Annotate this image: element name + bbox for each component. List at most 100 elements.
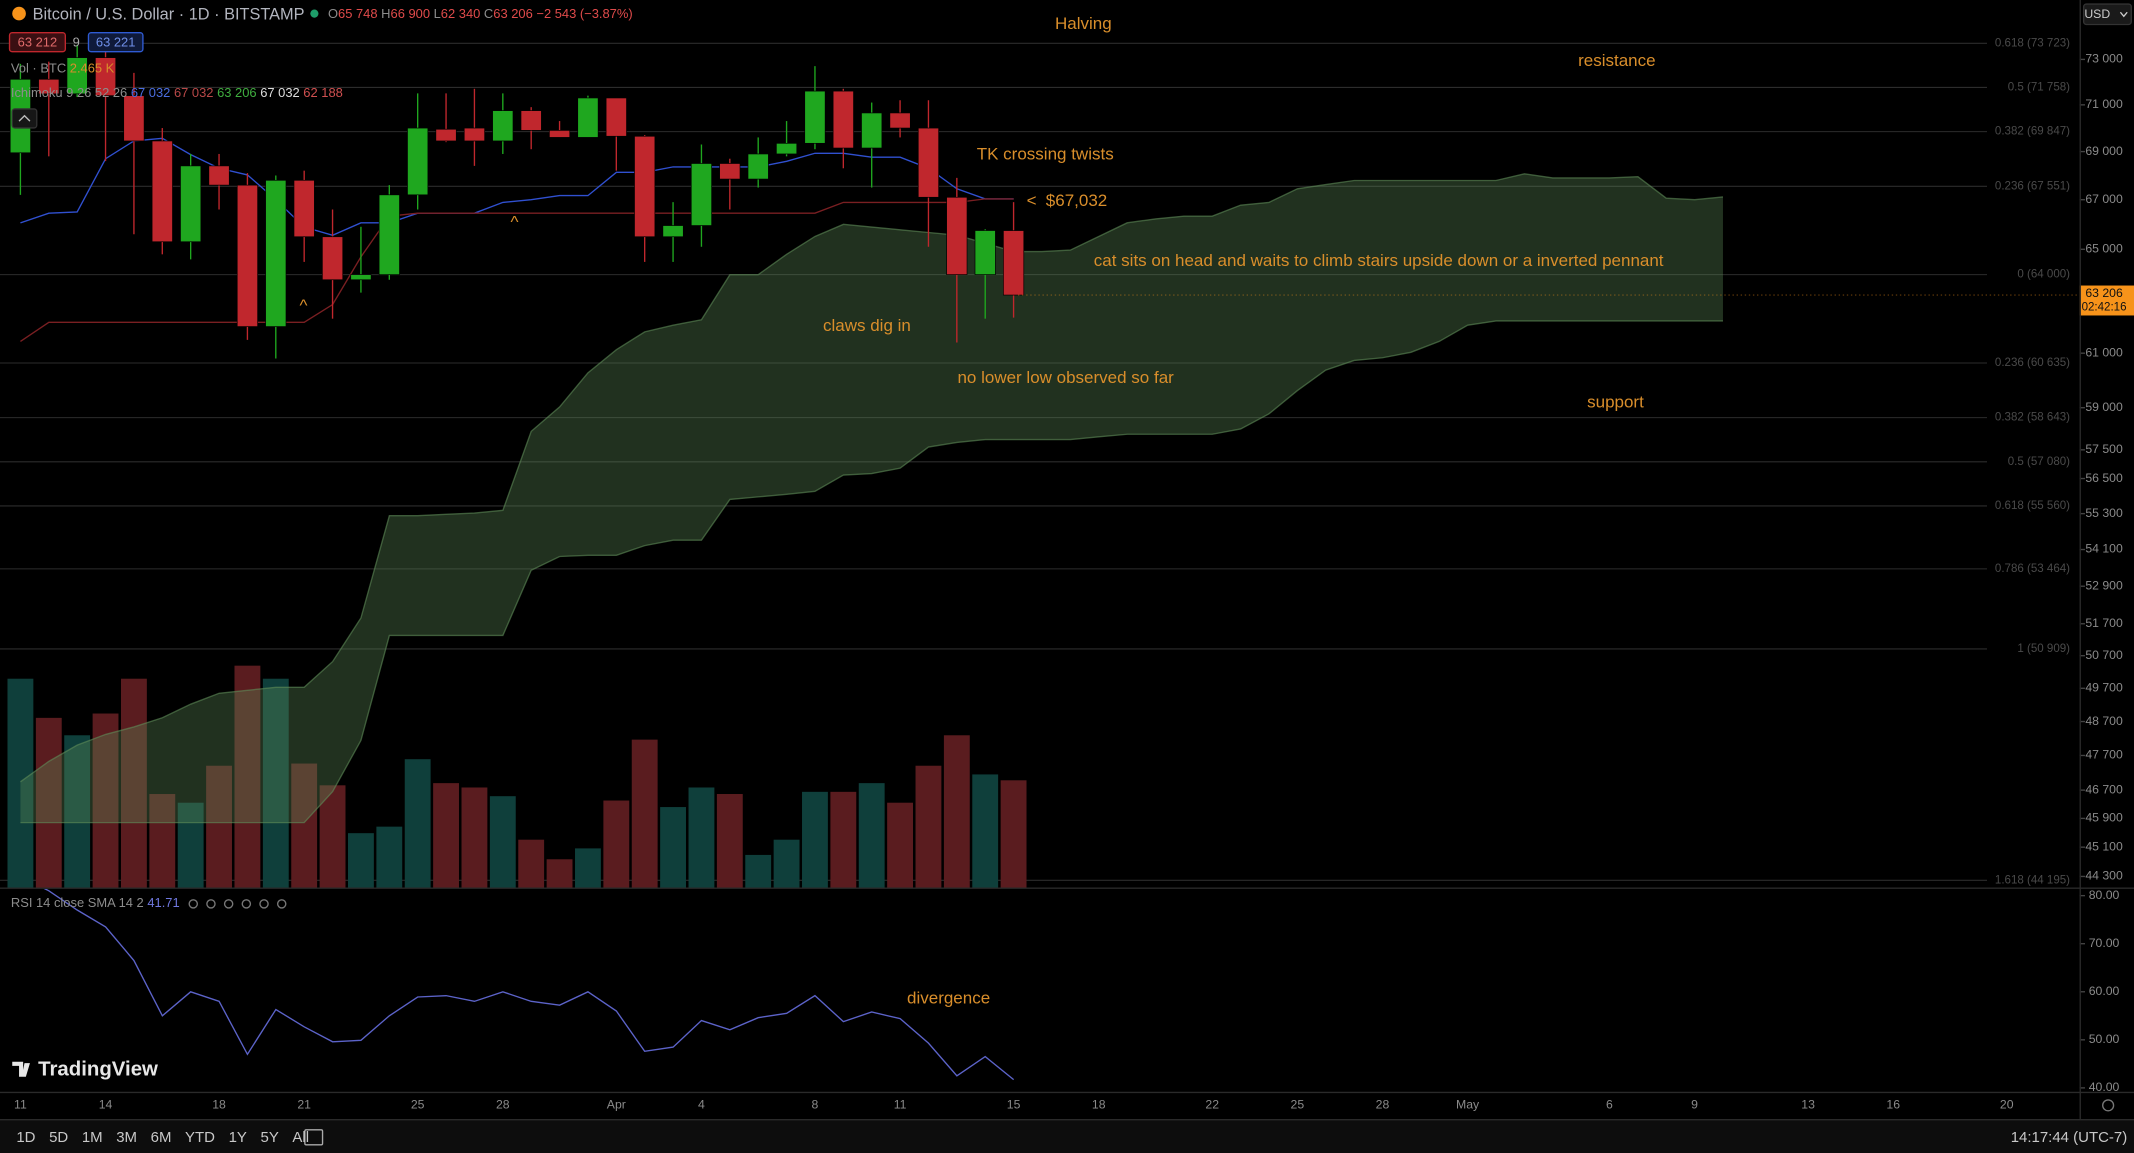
range-button[interactable]: 1D xyxy=(16,1129,35,1146)
annotation: ^ xyxy=(510,213,518,232)
settings-icon[interactable] xyxy=(2102,1099,2115,1112)
volume-bar xyxy=(376,826,403,888)
rsi-options xyxy=(188,899,287,909)
x-tick-label: 14 xyxy=(99,1098,113,1112)
candle-body xyxy=(350,274,372,281)
volume-bar xyxy=(830,791,857,888)
volume-bar xyxy=(319,785,346,888)
annotation: $67,032 xyxy=(1046,191,1107,210)
candle-body xyxy=(690,163,712,226)
range-button[interactable]: YTD xyxy=(185,1129,215,1146)
x-tick-label: 15 xyxy=(1007,1098,1021,1112)
x-tick-label: 21 xyxy=(297,1098,311,1112)
rsi-pane xyxy=(43,888,1015,1081)
range-button[interactable]: 6M xyxy=(151,1129,172,1146)
candle-body xyxy=(861,112,883,149)
spread: 9 xyxy=(73,34,80,49)
annotation: cat sits on head and waits to climb stai… xyxy=(1094,251,1664,270)
candle-body xyxy=(549,130,571,138)
annotation: < xyxy=(1027,191,1037,210)
x-tick-label: 11 xyxy=(14,1098,27,1112)
ichimoku-line xyxy=(20,198,1014,342)
symbol-title[interactable]: Bitcoin / U.S. Dollar · 1D · BITSTAMP xyxy=(33,5,305,23)
volume-bar xyxy=(688,787,715,888)
candle-body xyxy=(435,128,457,142)
range-button[interactable]: All xyxy=(292,1129,309,1146)
bid-badge[interactable] xyxy=(8,31,67,53)
volume-bar xyxy=(262,678,289,888)
y-tick-label: 59 000 xyxy=(2085,400,2123,414)
range-button[interactable]: 5D xyxy=(49,1129,68,1146)
date-range-icon[interactable] xyxy=(304,1129,324,1146)
ichimoku-value: 67 032 xyxy=(131,85,171,100)
candle-body xyxy=(520,110,542,131)
volume-bar xyxy=(489,796,516,888)
range-button[interactable]: 3M xyxy=(116,1129,137,1146)
candle-body xyxy=(577,97,599,138)
ask-price: 63 221 xyxy=(96,34,136,49)
candle-body xyxy=(293,179,315,238)
option-dot[interactable] xyxy=(241,899,252,909)
volume-bar xyxy=(603,800,630,888)
y-tick-label: 45 900 xyxy=(2085,811,2123,825)
logo-text: TradingView xyxy=(38,1058,158,1080)
volume-bar xyxy=(433,783,459,888)
volume-bar xyxy=(631,739,658,888)
candle-body xyxy=(946,196,968,275)
ohlc-key: C xyxy=(484,6,493,21)
candle-body xyxy=(463,127,485,142)
ichimoku-line xyxy=(20,137,1014,236)
y-tick-label: 47 700 xyxy=(2085,748,2123,762)
option-dot[interactable] xyxy=(276,899,287,909)
option-dot[interactable] xyxy=(206,899,216,909)
option-dot[interactable] xyxy=(188,899,199,909)
range-button[interactable]: 5Y xyxy=(261,1129,279,1146)
y-tick-label: 54 100 xyxy=(2085,542,2123,556)
ohlc-key: O xyxy=(328,6,338,21)
logo-mark xyxy=(12,1061,30,1077)
fib-label: 0.5 (57 080) xyxy=(2008,456,2070,468)
last-price-label: 63 206 xyxy=(2085,286,2123,300)
candle-body xyxy=(889,112,911,129)
currency-button[interactable] xyxy=(2082,3,2132,26)
countdown: 02:42:16 xyxy=(2082,301,2127,313)
candle-body xyxy=(747,153,769,180)
candle-body xyxy=(322,236,344,281)
x-tick-label: 4 xyxy=(698,1098,705,1112)
y-tick-label: 48 700 xyxy=(2085,714,2123,728)
volume-title: Vol · BTC xyxy=(11,61,66,76)
annotation: claws dig in xyxy=(823,316,911,335)
x-tick-label: 8 xyxy=(812,1098,819,1112)
collapse-button[interactable] xyxy=(11,108,38,129)
y-tick-label: 52 900 xyxy=(2085,578,2123,592)
fib-label: 0.236 (67 551) xyxy=(1995,180,2070,192)
currency: USD xyxy=(2084,7,2110,21)
volume-bar xyxy=(120,678,147,888)
symbol-icon xyxy=(12,6,26,21)
y-tick-label: 71 000 xyxy=(2085,97,2123,111)
y-tick-label: 45 100 xyxy=(2085,839,2123,853)
ichimoku-value: 67 032 xyxy=(260,85,300,100)
x-tick-label: 18 xyxy=(1092,1098,1106,1112)
option-dot[interactable] xyxy=(259,899,269,909)
candle-body xyxy=(492,110,514,142)
range-button[interactable]: 1M xyxy=(82,1129,103,1146)
x-tick-label: 28 xyxy=(496,1098,510,1112)
volume-bar xyxy=(915,765,942,888)
candle-body xyxy=(66,57,88,95)
annotation: resistance xyxy=(1578,51,1655,70)
range-button[interactable]: 1Y xyxy=(229,1129,247,1146)
volume-bar xyxy=(773,839,800,888)
y-tick-label: 46 700 xyxy=(2085,782,2123,796)
annotation: divergence xyxy=(907,989,990,1008)
ask-badge[interactable] xyxy=(87,31,144,53)
volume-bar xyxy=(887,802,914,888)
y-tick-label: 50 700 xyxy=(2085,648,2123,662)
volume-bar xyxy=(347,833,374,888)
candle-body xyxy=(832,90,854,149)
ohlc-key: H xyxy=(381,6,390,21)
candle-body xyxy=(208,165,230,186)
volume-bar xyxy=(1000,780,1027,888)
option-dot[interactable] xyxy=(223,899,234,909)
